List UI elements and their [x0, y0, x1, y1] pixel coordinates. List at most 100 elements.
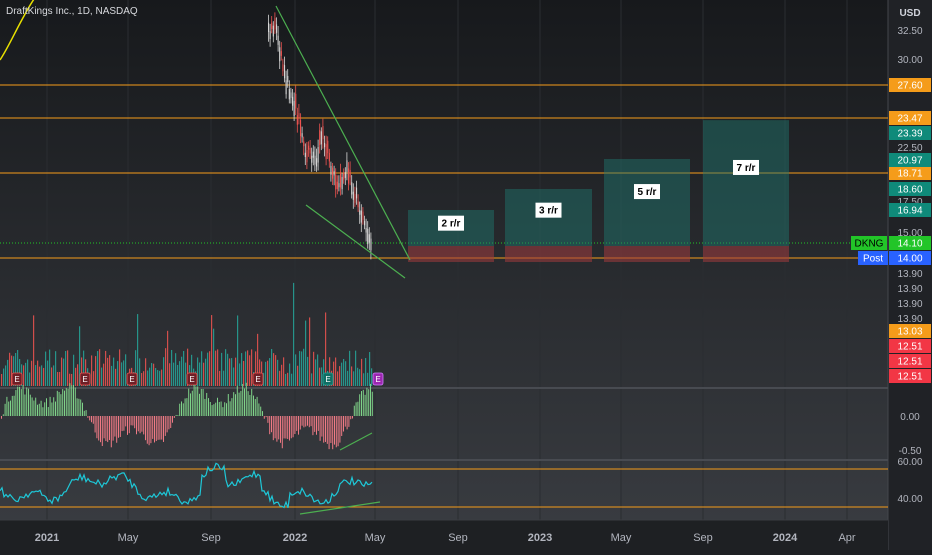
- volume-bar: [209, 351, 211, 386]
- volume-bar: [105, 350, 107, 386]
- volume-bar: [295, 354, 297, 386]
- oscillator-bar: [353, 405, 355, 416]
- oscillator-bar: [242, 384, 244, 416]
- volume-bar: [267, 360, 269, 386]
- rsi-line: [0, 462, 373, 509]
- volume-bar: [221, 352, 223, 386]
- price-badge: 16.94: [897, 206, 922, 217]
- volume-bar: [231, 358, 233, 386]
- volume-bar: [329, 357, 331, 386]
- earnings-marker-label: E: [375, 375, 380, 384]
- oscillator-tick: 0.00: [900, 412, 920, 423]
- ticker-badge-bg: [851, 236, 887, 250]
- moving-average-line: [0, 0, 35, 61]
- risk-zone: [408, 246, 494, 262]
- oscillator-bar: [38, 403, 40, 416]
- oscillator-bar: [73, 384, 74, 416]
- oscillator-bar: [206, 392, 208, 416]
- volume-bar: [237, 315, 239, 386]
- volume-bar: [265, 361, 267, 386]
- volume-bar: [219, 370, 221, 386]
- volume-bar: [321, 367, 323, 386]
- oscillator-bar: [13, 395, 15, 416]
- oscillator-bar: [299, 416, 301, 430]
- candle-body: [327, 140, 329, 154]
- candle-body: [312, 151, 314, 158]
- oscillator-bar: [134, 416, 136, 429]
- volume-bar: [11, 355, 13, 386]
- time-axis-label: Sep: [693, 532, 713, 544]
- volume-bar: [49, 349, 51, 386]
- candle-body: [290, 92, 292, 98]
- oscillator-bar: [195, 386, 197, 416]
- oscillator-bar: [157, 416, 159, 440]
- volume-bar: [175, 353, 177, 386]
- oscillator-bar: [371, 391, 373, 416]
- oscillator-bar: [170, 416, 172, 428]
- oscillator-bar: [15, 390, 17, 416]
- time-axis-label: 2021: [35, 532, 59, 544]
- price-badge-bg: [889, 153, 931, 167]
- oscillator-bar: [175, 414, 177, 416]
- oscillator-bar: [166, 416, 168, 433]
- volume-bar: [251, 349, 253, 386]
- price-badge-bg: [889, 126, 931, 140]
- oscillator-bar: [83, 410, 85, 416]
- oscillator-bar: [80, 399, 82, 416]
- oscillator-bar: [343, 416, 344, 432]
- oscillator-bar: [103, 416, 105, 439]
- volume-bar: [147, 370, 149, 386]
- volume-bar: [305, 320, 307, 386]
- volume-bar: [123, 360, 125, 386]
- oscillator-bar: [92, 416, 94, 424]
- oscillator-bar: [22, 385, 24, 416]
- oscillator-bar: [226, 403, 227, 416]
- oscillator-bar: [249, 394, 251, 416]
- candle-body: [362, 211, 364, 221]
- price-badge-bg: [889, 324, 931, 338]
- oscillator-bar: [150, 416, 152, 444]
- oscillator-bar: [173, 416, 175, 418]
- oscillator-bar: [128, 416, 130, 434]
- oscillator-bar: [8, 401, 10, 416]
- earnings-marker: [126, 372, 138, 386]
- oscillator-bar: [281, 416, 283, 449]
- oscillator-bar: [200, 388, 202, 416]
- candle-body: [357, 201, 359, 208]
- volume-bar: [347, 370, 349, 386]
- volume-bar: [289, 363, 291, 386]
- volume-bar: [51, 367, 53, 386]
- volume-bar: [225, 349, 227, 386]
- earnings-marker-label: E: [14, 375, 19, 384]
- oscillator-bar: [274, 416, 276, 439]
- oscillator-bar: [251, 388, 253, 416]
- oscillator-bar: [244, 388, 245, 416]
- candle-body: [280, 51, 282, 56]
- oscillator-bar: [20, 389, 22, 416]
- oscillator-bar: [265, 416, 267, 418]
- volume-bar: [33, 315, 35, 386]
- earnings-marker: [252, 372, 264, 386]
- candle-body: [343, 173, 345, 180]
- oscillator-bar: [188, 388, 190, 416]
- oscillator-bar: [91, 416, 92, 423]
- oscillator-bar: [40, 400, 42, 416]
- volume-bar: [169, 363, 171, 386]
- volume-bar: [223, 370, 225, 386]
- candle-body: [285, 80, 287, 95]
- oscillator-bar: [312, 416, 314, 436]
- volume-bar: [243, 360, 245, 386]
- oscillator-bar: [184, 398, 186, 416]
- volume-bar: [249, 355, 251, 386]
- oscillator-bar: [69, 383, 71, 416]
- volume-bar: [53, 365, 55, 386]
- oscillator-bar: [330, 416, 332, 444]
- oscillator-bar: [303, 416, 305, 428]
- oscillator-bar: [101, 416, 103, 447]
- oscillator-bar: [355, 402, 357, 416]
- volume-bar: [201, 351, 203, 386]
- earnings-marker-label: E: [325, 375, 330, 384]
- volume-bar: [145, 358, 147, 386]
